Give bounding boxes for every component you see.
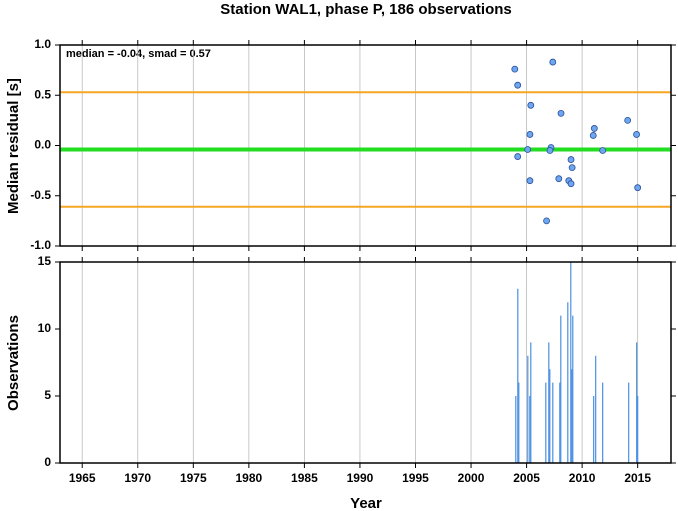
y-tick-label: -1.0: [30, 238, 51, 252]
y-tick-label: 1.0: [34, 37, 51, 51]
x-tick-label: 2010: [569, 471, 596, 485]
x-tick-label: 1990: [347, 471, 374, 485]
point: [590, 125, 598, 132]
x-tick-label: 1980: [236, 471, 263, 485]
point: [599, 147, 607, 154]
point: [624, 116, 632, 124]
chart-title: Station WAL1, phase P, 186 observations: [220, 1, 511, 18]
x-tick-label: 1970: [124, 471, 151, 485]
point: [526, 131, 534, 138]
point: [527, 101, 535, 109]
x-tick-label: 1975: [180, 471, 207, 485]
point: [514, 153, 522, 160]
y-tick-label: 10: [38, 321, 52, 335]
point: [634, 184, 642, 192]
point: [555, 175, 563, 183]
point: [567, 180, 575, 188]
point: [524, 146, 532, 153]
point: [549, 58, 557, 66]
annotation: median = -0.04, smad = 0.57: [66, 48, 211, 60]
x-tick-label: 2005: [513, 471, 540, 485]
point: [543, 217, 550, 225]
point: [589, 132, 597, 139]
y-tick-label: -0.5: [30, 188, 51, 202]
plot-frame: [59, 261, 672, 464]
x-tick-label: 2015: [624, 471, 651, 485]
point: [514, 81, 522, 89]
point: [567, 156, 575, 163]
y-axis-title: Median residual [s]: [5, 78, 22, 214]
x-tick-label: 1965: [69, 471, 96, 485]
x-axis-title: Year: [350, 495, 382, 511]
y-tick-label: 15: [38, 254, 52, 268]
point: [546, 147, 554, 154]
y-axis-title: Observations: [5, 315, 22, 411]
point: [633, 131, 640, 138]
y-tick-label: 0.5: [34, 87, 51, 101]
point: [511, 65, 519, 73]
y-tick-label: 0.0: [34, 138, 51, 152]
point: [557, 109, 565, 117]
y-tick-label: 5: [44, 388, 51, 402]
y-tick-label: 0: [44, 455, 51, 469]
x-tick-label: 1985: [291, 471, 318, 485]
point: [568, 164, 576, 172]
x-tick-label: 2000: [458, 471, 485, 485]
x-tick-label: 1995: [402, 471, 429, 485]
plot-frame: [59, 44, 672, 247]
point: [526, 177, 534, 185]
